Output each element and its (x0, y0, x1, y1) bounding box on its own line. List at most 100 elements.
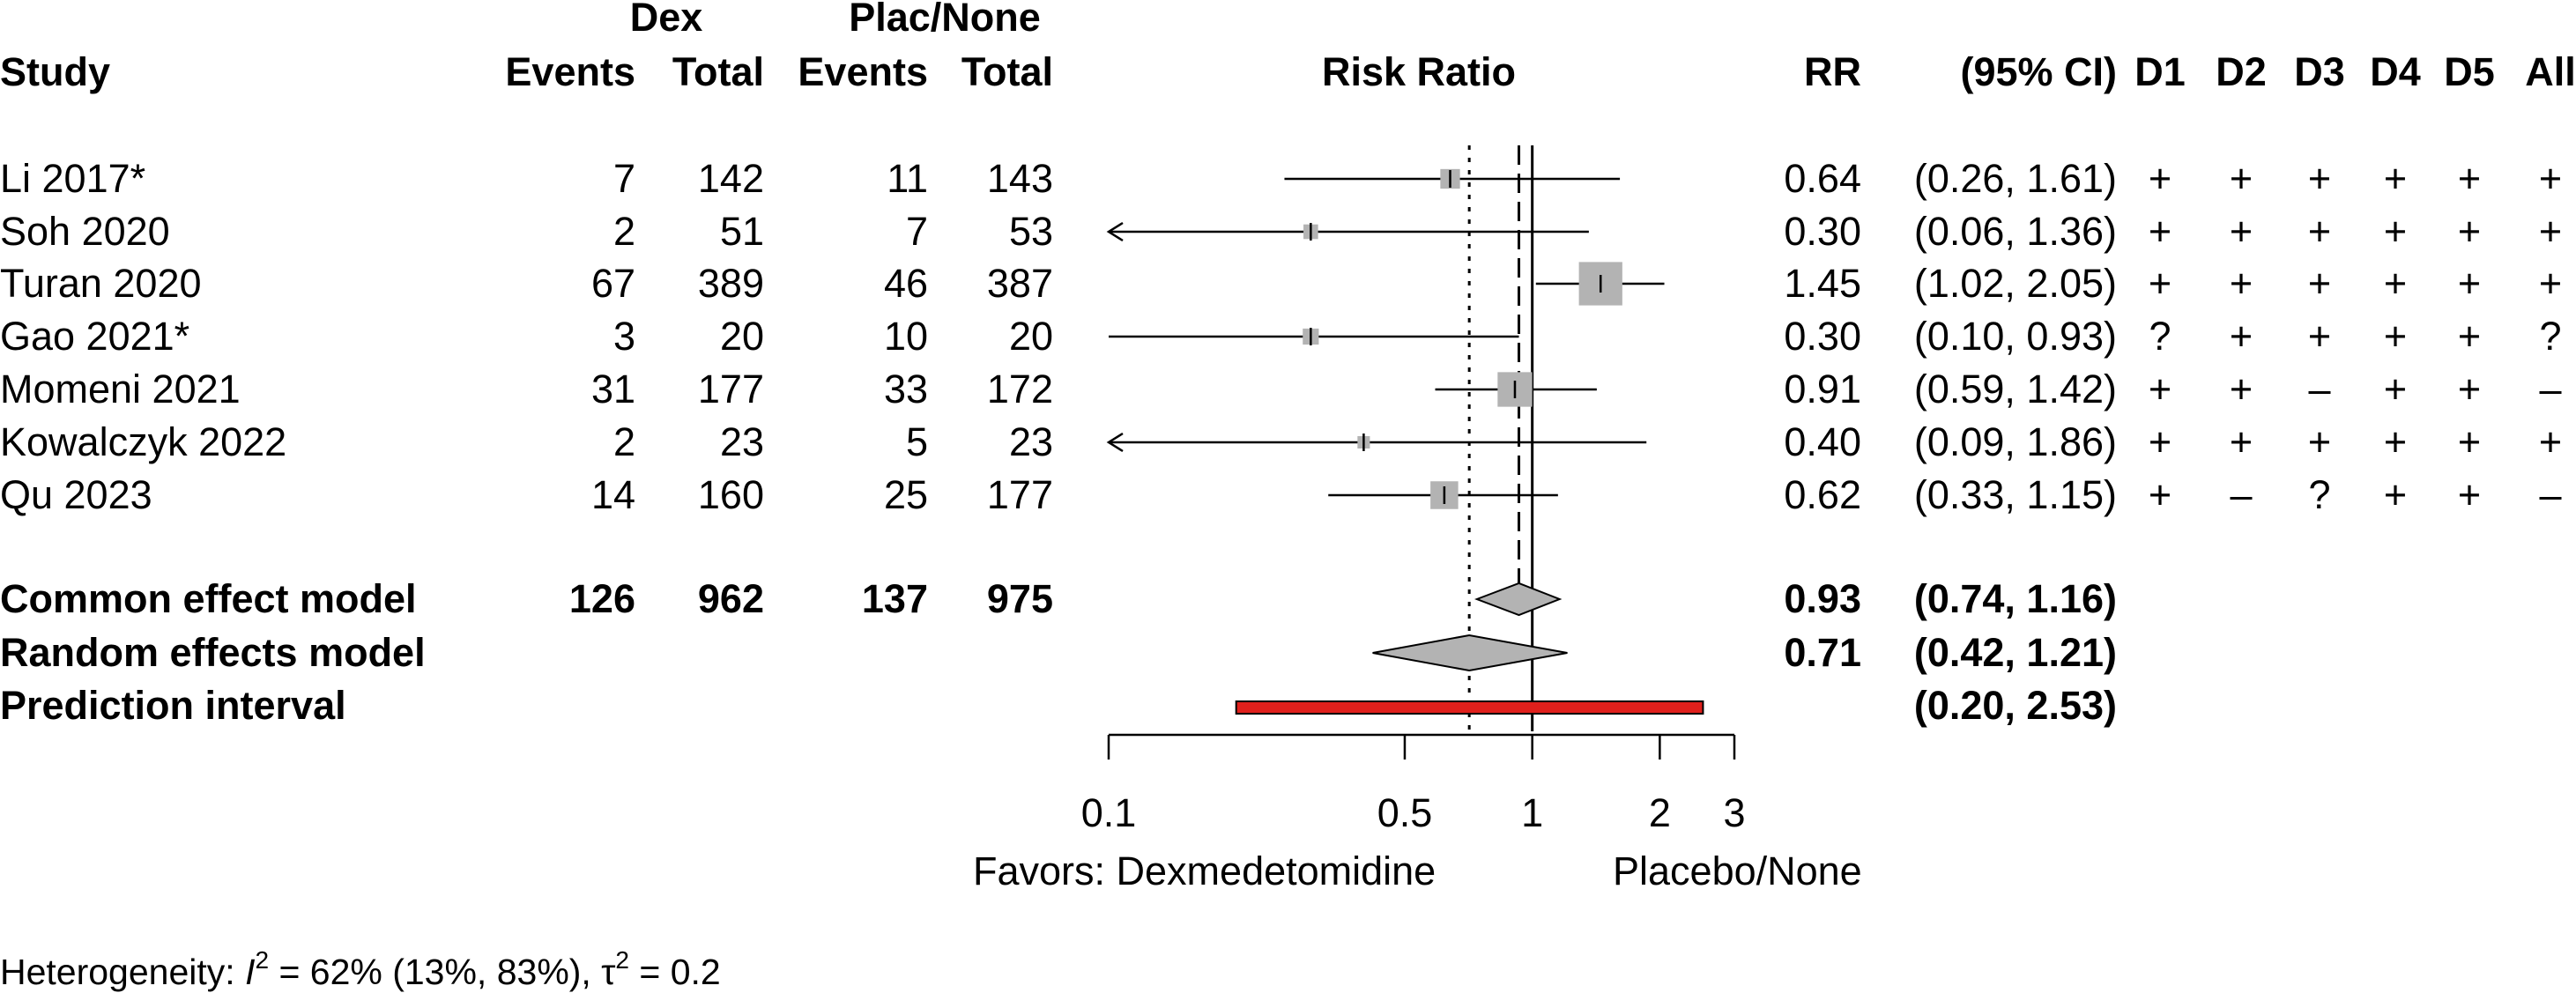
het-tau-exp: 2 (615, 946, 629, 974)
plac-total: 177 (987, 472, 1053, 517)
risk-of-bias-3: + (2308, 209, 2331, 254)
risk-of-bias-5: + (2458, 419, 2481, 464)
axis-left-label: Favors: Dexmedetomidine (973, 848, 1436, 893)
header-d1: D1 (2134, 49, 2186, 94)
rr-value: 0.40 (1784, 419, 1861, 464)
x-tick-label: 2 (1649, 790, 1671, 835)
het-i: I (245, 952, 255, 992)
plac-events: 33 (884, 367, 928, 411)
header-plac: Plac/None (849, 0, 1041, 40)
risk-of-bias-3: ? (2308, 472, 2330, 517)
study-row: Li 2017* 7 142 11 143 0.64 (0.26, 1.61) + + + + + + (0, 156, 2562, 201)
header-plac-events: Events (798, 49, 928, 94)
dex-events: 2 (613, 419, 635, 464)
risk-of-bias-4: + (2384, 209, 2407, 254)
rr-value: 0.64 (1784, 156, 1861, 201)
common-dex-total: 962 (698, 576, 764, 621)
plac-total: 53 (1009, 209, 1053, 254)
header-risk-ratio: Risk Ratio (1322, 49, 1516, 94)
summary-rows: Common effect model 126 962 137 975 0.93 (0.74… (0, 576, 2117, 728)
risk-of-bias-1: + (2149, 472, 2171, 517)
plac-total: 387 (987, 261, 1053, 306)
dex-total: 20 (720, 314, 764, 359)
study-row: Qu 2023 14 160 25 177 0.62 (0.33, 1.15) + –? + + – (0, 472, 2562, 517)
risk-of-bias-6: ? (2539, 314, 2561, 359)
ci-arrow (1106, 432, 1124, 453)
rr-value: 0.62 (1784, 472, 1861, 517)
risk-of-bias-6: + (2539, 261, 2562, 306)
study-row: Gao 2021* 3 20 10 20 0.30 (0.10, 0.93)? + + + +? (0, 314, 2562, 359)
heterogeneity-note: Heterogeneity: I2 = 62% (13%, 83%), τ2 =… (0, 946, 721, 992)
common-dex-events: 126 (569, 576, 635, 621)
risk-of-bias-1: + (2149, 261, 2171, 306)
header-study: Study (0, 49, 110, 94)
plac-total: 23 (1009, 419, 1053, 464)
het-i-exp: 2 (255, 946, 269, 974)
risk-of-bias-5: + (2458, 209, 2481, 254)
study-name: Momeni 2021 (0, 367, 241, 411)
x-tick-label: 1 (1521, 790, 1543, 835)
header-d2: D2 (2216, 49, 2267, 94)
het-tau-val: = 0.2 (629, 952, 721, 992)
risk-of-bias-1: + (2149, 209, 2171, 254)
risk-of-bias-4: + (2384, 419, 2407, 464)
risk-of-bias-3: + (2308, 156, 2331, 201)
dex-total: 160 (698, 472, 764, 517)
rr-value: 1.45 (1784, 261, 1861, 306)
header-d5: D5 (2444, 49, 2495, 94)
study-row: Soh 2020 2 51 7 53 0.30 (0.06, 1.36) + + + + + + (0, 209, 2562, 254)
common-label: Common effect model (0, 576, 417, 621)
dex-events: 31 (591, 367, 635, 411)
header-dex-events: Events (505, 49, 635, 94)
x-axis: 0.1 0.5 1 2 3 (1081, 733, 1746, 835)
header-all: All (2525, 49, 2576, 94)
plot-marks (1106, 145, 1704, 731)
het-tau: τ (601, 952, 615, 992)
risk-of-bias-3: + (2308, 314, 2331, 359)
rr-value: 0.91 (1784, 367, 1861, 411)
random-effects-diamond (1372, 634, 1568, 672)
rr-value: 0.30 (1784, 314, 1861, 359)
prediction-label: Prediction interval (0, 683, 346, 728)
study-row: Turan 2020 67 389 46 387 1.45 (1.02, 2.05) + + + +… (0, 261, 2562, 306)
study-name: Gao 2021* (0, 314, 189, 359)
header-dex: Dex (630, 0, 703, 40)
common-rr: 0.93 (1784, 576, 1861, 621)
het-i-val: = 62% (13%, 83%), (269, 952, 601, 992)
risk-of-bias-4: + (2384, 472, 2407, 517)
random-label: Random effects model (0, 630, 426, 675)
dex-total: 23 (720, 419, 764, 464)
het-prefix: Heterogeneity: (0, 952, 245, 992)
risk-of-bias-1: + (2149, 156, 2171, 201)
risk-of-bias-4: + (2384, 367, 2407, 411)
risk-of-bias-5: + (2458, 367, 2481, 411)
risk-of-bias-4: + (2384, 261, 2407, 306)
study-name: Turan 2020 (0, 261, 202, 306)
random-rr: 0.71 (1784, 630, 1861, 675)
ci-value: (0.10, 0.93) (1914, 314, 2117, 359)
ci-arrow (1106, 221, 1124, 242)
common-effect-diamond (1474, 582, 1563, 617)
risk-of-bias-2: + (2230, 209, 2253, 254)
dex-events: 14 (591, 472, 635, 517)
study-name: Kowalczyk 2022 (0, 419, 286, 464)
study-name: Soh 2020 (0, 209, 170, 254)
study-name: Qu 2023 (0, 472, 152, 517)
plac-events: 5 (906, 419, 928, 464)
dex-events: 67 (591, 261, 635, 306)
risk-of-bias-5: + (2458, 314, 2481, 359)
dex-total: 142 (698, 156, 764, 201)
plac-events: 11 (887, 156, 928, 201)
risk-of-bias-1: + (2149, 367, 2171, 411)
ci-value: (0.06, 1.36) (1914, 209, 2117, 254)
ci-value: (0.26, 1.61) (1914, 156, 2117, 201)
dex-events: 3 (613, 314, 635, 359)
plac-total: 172 (987, 367, 1053, 411)
header-d4: D4 (2370, 49, 2421, 94)
rr-value: 0.30 (1784, 209, 1861, 254)
risk-of-bias-4: + (2384, 156, 2407, 201)
dex-total: 51 (720, 209, 764, 254)
header-d3: D3 (2294, 49, 2345, 94)
x-tick-label: 0.1 (1081, 790, 1137, 835)
plac-total: 143 (987, 156, 1053, 201)
